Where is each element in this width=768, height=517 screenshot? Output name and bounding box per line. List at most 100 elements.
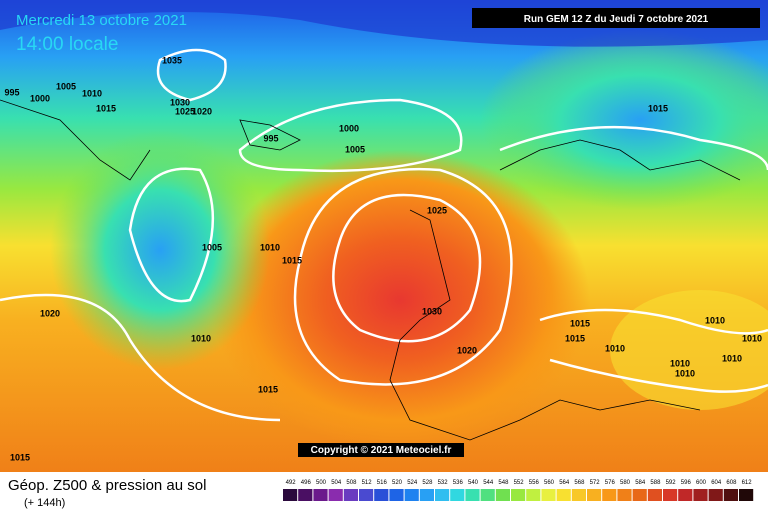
scale-label: 520 [392,480,403,486]
copyright: Copyright © 2021 Meteociel.fr [311,445,452,456]
forecast-date: Mercredi 13 octobre 2021 [16,12,187,29]
isobar-label: 1020 [40,308,60,318]
scale-label: 596 [681,480,692,486]
map-background [0,0,768,472]
isobar-label: 1025 [175,106,195,116]
isobar-label: 1010 [191,333,211,343]
scale-swatch [511,489,526,501]
isobar-label: 1000 [339,123,359,133]
forecast-time: 14:00 locale [16,34,118,55]
isobar-label: 1020 [457,345,477,355]
isobar-label: 1010 [670,358,690,368]
scale-label: 504 [331,480,342,486]
footer-title: Géop. Z500 & pression au sol [8,477,206,494]
scale-label: 612 [742,480,753,486]
scale-swatch [343,489,358,501]
isobar-label: 1010 [605,343,625,353]
scale-label: 532 [438,480,449,486]
scale-label: 516 [377,480,388,486]
isobar-label: 1015 [570,318,590,328]
scale-label: 512 [362,480,373,486]
isobar-label: 995 [263,133,278,143]
isobar-label: 1015 [648,103,668,113]
scale-swatch [602,489,617,501]
scale-swatch [663,489,678,501]
scale-label: 588 [650,480,661,486]
footer-lead: (+ 144h) [24,497,65,509]
scale-swatch [298,489,313,501]
scale-label: 572 [590,480,601,486]
scale-swatch [708,489,723,501]
scale-swatch [617,489,632,501]
scale-swatch [283,489,298,501]
scale-label: 544 [483,480,494,486]
isobar-label: 1010 [675,368,695,378]
run-box [472,8,760,28]
scale-label: 500 [316,480,327,486]
isobar-label: 1035 [162,55,182,65]
coastlines [0,99,741,441]
scale-label: 536 [453,480,464,486]
isobar-label: 1030 [170,97,190,107]
isobar-label: 1005 [56,81,76,91]
scale-label: 584 [635,480,646,486]
isobar-label: 1005 [345,144,365,154]
scale-swatch [526,489,541,501]
scale-swatch [480,489,495,501]
scale-swatch [313,489,328,501]
scale-swatch [647,489,662,501]
isobars [0,48,768,422]
isobar-label: 1010 [260,242,280,252]
scale-swatch [404,489,419,501]
run-info: Run GEM 12 Z du Jeudi 7 octobre 2021 [524,14,709,25]
isobar-label: 1010 [82,88,102,98]
isobar-label: 1015 [10,452,30,462]
scale-label: 568 [574,480,585,486]
isobar-labels: 9951000100510101015103510301025102099510… [4,55,762,462]
isobar-label: 1000 [30,93,50,103]
scale-swatch [374,489,389,501]
scale-swatch [541,489,556,501]
isobar-label: 995 [4,87,19,97]
scale-label: 560 [544,480,555,486]
scale-label: 576 [605,480,616,486]
isobar-label: 1010 [705,315,725,325]
scale-label: 540 [468,480,479,486]
scale-label: 556 [529,480,540,486]
scale-swatch [495,489,510,501]
scale-swatch [739,489,754,501]
isobar-label: 1015 [282,255,302,265]
scale-label: 604 [711,480,722,486]
scale-label: 492 [286,480,297,486]
scale-swatch [359,489,374,501]
isobar-label: 1010 [722,353,742,363]
isobar-label: 1025 [427,205,447,215]
scale-swatch [678,489,693,501]
scale-swatch [693,489,708,501]
scale-label: 592 [666,480,677,486]
scale-swatch [389,489,404,501]
scale-swatch [723,489,738,501]
scale-swatch [328,489,343,501]
isobar-label: 1030 [422,306,442,316]
isobar-label: 1015 [96,103,116,113]
scale-label: 564 [559,480,570,486]
scale-label: 600 [696,480,707,486]
isobar-label: 1015 [565,333,585,343]
scale-swatch [465,489,480,501]
copyright-box [298,443,464,457]
scale-swatch [450,489,465,501]
scale-swatch [632,489,647,501]
scale-label: 508 [346,480,357,486]
scale-label: 528 [422,480,433,486]
isobar-label: 1020 [192,106,212,116]
scale-label: 552 [514,480,525,486]
scale-label: 580 [620,480,631,486]
scale-swatch [556,489,571,501]
scale-label: 548 [498,480,509,486]
scale-label: 608 [726,480,737,486]
scale-swatch [571,489,586,501]
scale-swatch [435,489,450,501]
isobar-label: 1015 [258,384,278,394]
